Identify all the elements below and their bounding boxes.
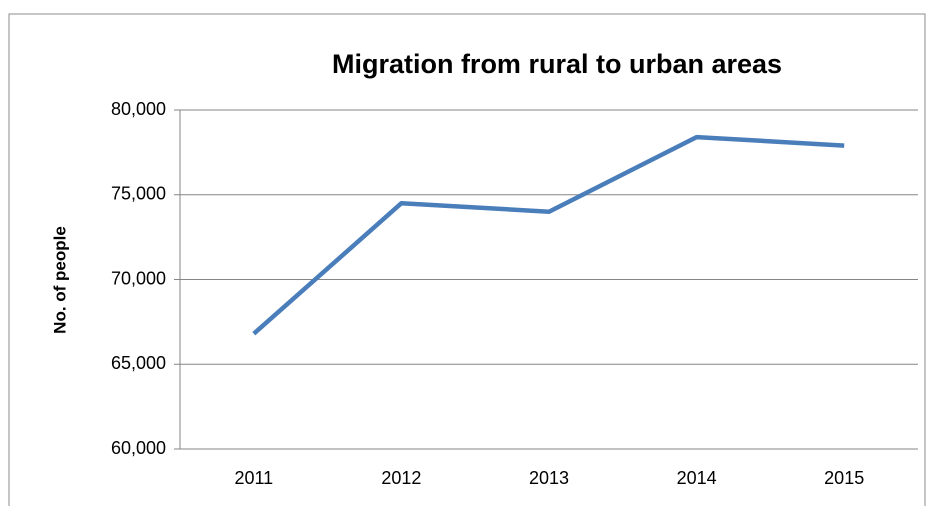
y-axis-label: No. of people: [50, 226, 69, 334]
x-tick-label: 2015: [824, 468, 864, 488]
chart-frame: [8, 13, 926, 506]
y-tick-label: 60,000: [111, 438, 166, 458]
y-tick-label: 70,000: [111, 268, 166, 288]
y-tick-label: 80,000: [111, 99, 166, 119]
y-tick-label: 65,000: [111, 353, 166, 373]
data-line: [252, 134, 845, 336]
chart-title: Migration from rural to urban areas: [332, 49, 782, 79]
x-tick-label: 2011: [234, 468, 273, 488]
x-tick-label: 2013: [529, 468, 569, 488]
x-tick-label: 2012: [381, 468, 421, 488]
x-tick-label: 2014: [677, 468, 717, 488]
y-tick-label: 75,000: [111, 184, 166, 204]
